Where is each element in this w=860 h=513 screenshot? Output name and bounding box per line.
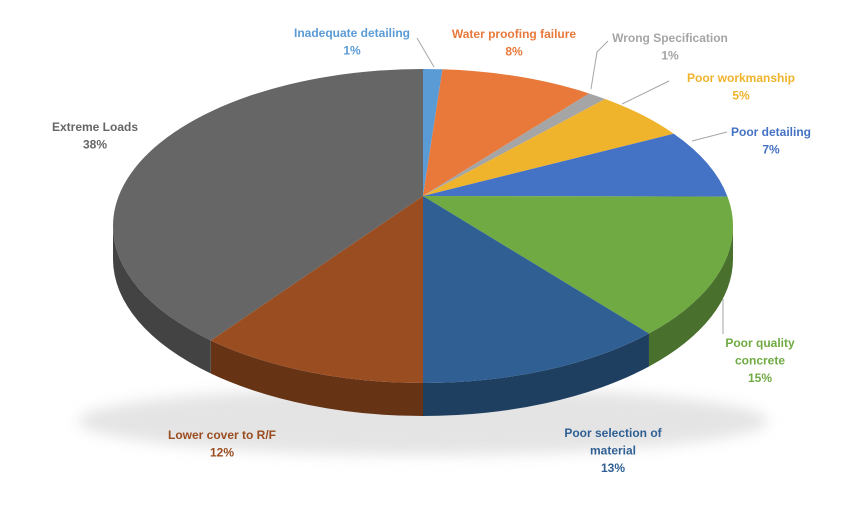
slice-label-poor-selection-of-material: material: [590, 444, 636, 458]
slice-label-extreme-loads: Extreme Loads: [52, 120, 138, 134]
slice-label-poor-detailing: Poor detailing: [731, 125, 811, 139]
pie-slice-rim-poor-selection-of-material: [423, 333, 649, 416]
pie-slice-rim-poor-quality-concrete: [648, 226, 733, 367]
slice-percent-poor-workmanship: 5%: [732, 89, 750, 103]
slice-label-lower-cover-to-r-f: Lower cover to R/F: [168, 428, 276, 442]
slice-label-inadequate-detailing: Inadequate detailing: [294, 26, 410, 40]
pie-slice-inadequate-detailing: [423, 69, 443, 196]
leader-line-poor-workmanship: [621, 80, 670, 105]
pie-slice-rim-lower-cover-to-r-f: [210, 340, 423, 416]
slice-label-poor-quality-concrete: concrete: [735, 354, 785, 368]
pie-slice-poor-detailing: [423, 133, 728, 197]
slice-label-poor-selection-of-material: Poor selection of: [564, 426, 662, 440]
slice-percent-wrong-specification: 1%: [661, 49, 679, 63]
slice-label-poor-workmanship: Poor workmanship: [687, 71, 795, 85]
slice-percent-water-proofing-failure: 8%: [505, 45, 523, 59]
pie-slice-extreme-loads: [112, 69, 423, 341]
slice-label-water-proofing-failure: Water proofing failure: [452, 27, 577, 41]
pie-shadow: [78, 387, 768, 455]
leader-line-poor-detailing: [691, 131, 728, 142]
leader-line-inadequate-detailing: [416, 37, 435, 68]
slice-percent-lower-cover-to-r-f: 12%: [210, 446, 234, 460]
slice-percent-extreme-loads: 38%: [83, 138, 107, 152]
pie-slice-lower-cover-to-r-f: [210, 196, 423, 383]
pie-slice-rim-extreme-loads: [113, 226, 211, 374]
slice-percent-poor-selection-of-material: 13%: [601, 461, 625, 475]
pie-slice-poor-workmanship: [423, 98, 674, 196]
slice-percent-inadequate-detailing: 1%: [343, 44, 361, 58]
pie-slice-poor-selection-of-material: [423, 196, 649, 383]
slice-label-poor-quality-concrete: Poor quality: [725, 336, 795, 350]
slice-percent-poor-quality-concrete: 15%: [748, 371, 772, 385]
slice-percent-poor-detailing: 7%: [762, 143, 780, 157]
slice-label-wrong-specification: Wrong Specification: [612, 31, 728, 45]
pie-slice-poor-quality-concrete: [423, 196, 733, 334]
pie-slice-water-proofing-failure: [423, 69, 590, 196]
leader-line-wrong-specification: [590, 40, 609, 90]
pie-slice-wrong-specification: [423, 93, 606, 196]
